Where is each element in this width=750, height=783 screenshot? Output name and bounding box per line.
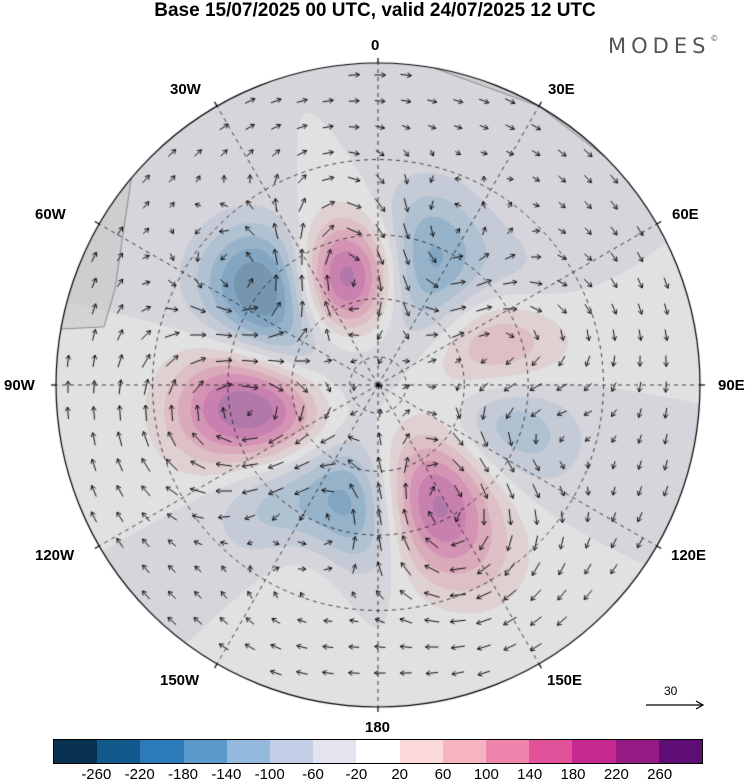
longitude-label-30w: 30W (170, 81, 201, 98)
colorbar-tick-label: 100 (473, 766, 499, 783)
longitude-label-60w: 60W (35, 206, 66, 223)
reference-vector-label: 30 (664, 684, 678, 698)
colorbar-swatch (270, 740, 314, 763)
longitude-label-30e: 30E (548, 81, 575, 98)
brand-text: MODES (608, 34, 711, 58)
longitude-label-120e: 120E (671, 547, 707, 564)
colorbar-swatch (442, 740, 487, 763)
colorbar-tick-label: 140 (517, 766, 543, 783)
colorbar-tick-label: 20 (391, 766, 408, 783)
brand-mark: © (710, 34, 719, 43)
colorbar-swatch (183, 740, 227, 763)
colorbar-swatch (140, 740, 184, 763)
colorbar-swatch (615, 740, 659, 763)
colorbar-tick-label: -220 (124, 766, 155, 783)
colorbar-tick-label: -140 (211, 766, 242, 783)
longitude-label-150e: 150E (547, 672, 583, 689)
colorbar-swatch (658, 740, 703, 763)
colorbar-tick-label: -100 (254, 766, 285, 783)
longitude-label-0: 0 (371, 37, 380, 54)
colorbar-tick-label: 220 (603, 766, 629, 783)
longitude-label-150w: 150W (160, 672, 200, 689)
colorbar-swatch (399, 740, 443, 763)
colorbar-tick-label: -260 (81, 766, 112, 783)
longitude-label-60e: 60E (672, 206, 699, 223)
longitude-label-180: 180 (365, 719, 391, 736)
colorbar-swatch (529, 740, 573, 763)
colorbar-tick-label: -60 (302, 766, 324, 783)
colorbar-tick-label: 180 (560, 766, 586, 783)
longitude-label-90e: 90E (718, 377, 745, 394)
longitude-label-120w: 120W (35, 547, 75, 564)
colorbar-swatch (572, 740, 616, 763)
colorbar-swatch (226, 740, 271, 763)
longitude-label-90w: 90W (4, 377, 35, 394)
colorbar-swatch (356, 740, 400, 763)
colorbar-swatch (97, 740, 141, 763)
colorbar (53, 739, 703, 764)
page-title: Base 15/07/2025 00 UTC, valid 24/07/2025… (154, 0, 596, 21)
reference-vector-arrow (646, 700, 705, 710)
colorbar-swatch (486, 740, 530, 763)
colorbar-tick-label: -20 (345, 766, 368, 783)
modes-logo: MODES© (608, 34, 718, 58)
colorbar-tick-label: 260 (647, 766, 673, 783)
colorbar-swatch (313, 740, 357, 763)
colorbar-swatch (54, 740, 98, 763)
colorbar-tick-label: -180 (167, 766, 199, 783)
colorbar-tick-label: 60 (434, 766, 452, 783)
